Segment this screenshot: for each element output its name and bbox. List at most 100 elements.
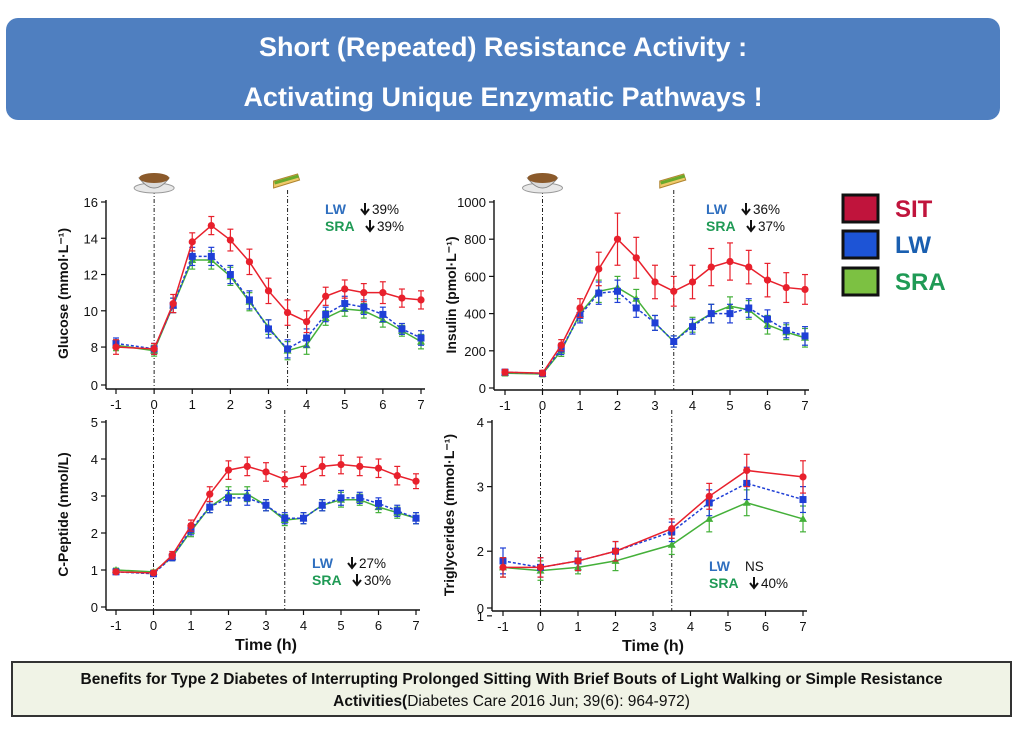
point-sit xyxy=(763,276,772,284)
sandwich-icon xyxy=(273,173,301,189)
point-sit xyxy=(595,265,603,273)
point-sit xyxy=(374,464,383,472)
point-sit xyxy=(557,341,565,349)
point-sit xyxy=(168,551,176,559)
point-sit xyxy=(187,522,195,530)
legend-swatch-lw xyxy=(841,229,880,260)
point-lw xyxy=(670,338,678,345)
point-sra xyxy=(667,540,676,548)
point-lw xyxy=(207,252,215,260)
point-sit xyxy=(322,292,330,300)
y-tick-label: 2 xyxy=(91,526,98,541)
point-sit xyxy=(782,283,790,292)
x-tick-label: 6 xyxy=(379,397,386,412)
caption-citation: Diabetes Care 2016 Jun; 39(6): 964-972) xyxy=(407,693,690,710)
series-line-sit xyxy=(115,224,422,350)
point-sit xyxy=(262,468,270,476)
point-sit xyxy=(207,221,215,230)
point-sit xyxy=(688,278,697,286)
y-tick-label: 5 xyxy=(91,415,98,430)
series-line-sit xyxy=(115,463,417,574)
x-tick-label: 2 xyxy=(614,398,621,413)
series-line-sra xyxy=(502,501,804,572)
x-tick-label: 3 xyxy=(651,398,658,413)
down-arrow-icon xyxy=(347,557,357,570)
annotation-value: 40% xyxy=(761,576,788,591)
y-tick-label: 4 xyxy=(477,415,484,430)
point-lw xyxy=(689,323,696,331)
series-line-lw xyxy=(115,255,422,350)
point-lw xyxy=(337,494,345,502)
y-tick-label: 0 xyxy=(479,381,486,396)
x-tick-label: 6 xyxy=(764,398,771,413)
title-line-2: Activating Unique Enzymatic Pathways ! xyxy=(243,82,763,112)
y-axis-label: Glucose (mmol·L⁻¹) xyxy=(55,228,71,359)
annotation-group-label: LW xyxy=(325,201,347,217)
point-sra xyxy=(742,498,751,506)
point-sit xyxy=(499,563,507,571)
point-sit xyxy=(536,563,545,571)
y-axis-label: C-Peptide (nmol/L) xyxy=(55,452,71,576)
point-sit xyxy=(224,466,233,474)
down-arrow-icon xyxy=(741,203,751,216)
point-lw xyxy=(632,304,640,312)
point-sit xyxy=(356,462,364,470)
x-tick-label: 4 xyxy=(303,397,310,412)
y-tick-label: 0 xyxy=(91,600,98,615)
point-lw xyxy=(379,310,387,318)
point-lw xyxy=(726,310,734,318)
x-tick-label: 1 xyxy=(574,619,581,634)
annotation-group-label: SRA xyxy=(312,572,342,588)
y-tick-label: 10 xyxy=(84,304,98,319)
point-lw xyxy=(745,304,753,312)
lettuce-shape xyxy=(274,174,299,185)
x-tick-label: 6 xyxy=(375,618,382,633)
point-lw xyxy=(595,289,603,297)
point-lw xyxy=(303,334,311,342)
point-lw xyxy=(356,494,364,502)
point-lw xyxy=(360,303,368,311)
point-lw xyxy=(412,514,420,522)
point-sit xyxy=(611,547,620,555)
point-sit xyxy=(243,462,251,470)
sandwich-icon xyxy=(659,173,687,189)
point-lw xyxy=(341,300,349,308)
x-tick-label: 4 xyxy=(300,618,307,633)
point-sra xyxy=(799,514,807,522)
point-lw xyxy=(799,496,807,504)
point-sit xyxy=(283,309,292,317)
point-lw xyxy=(226,271,234,279)
caption-title: Benefits for Type 2 Diabetes of Interrup… xyxy=(80,671,943,710)
point-lw xyxy=(801,332,809,340)
point-lw xyxy=(782,326,790,334)
point-lw xyxy=(417,334,425,342)
annotation-value: 30% xyxy=(364,573,391,588)
y-tick-label: 1000 xyxy=(457,195,486,210)
point-sit xyxy=(745,263,753,271)
x-tick-label: 1 xyxy=(187,618,194,633)
point-sit xyxy=(668,525,676,533)
y-tick-label: 4 xyxy=(91,452,98,467)
y-tick-label: 0 xyxy=(91,378,98,393)
title-line-1: Short (Repeated) Resistance Activity : xyxy=(258,32,748,62)
point-lw xyxy=(300,514,307,522)
y-tick-label: 1 xyxy=(91,563,98,578)
point-sit xyxy=(360,289,368,297)
point-lw xyxy=(265,325,272,333)
legend-label-sra: SRA xyxy=(895,269,946,296)
x-tick-label: 7 xyxy=(417,397,424,412)
point-sit xyxy=(341,285,349,293)
annotation-group-label: LW xyxy=(706,201,728,217)
point-sit xyxy=(501,368,509,376)
point-sit xyxy=(576,304,584,312)
point-sit xyxy=(226,236,234,244)
x-tick-label: -1 xyxy=(499,398,511,413)
point-lw xyxy=(262,501,270,509)
legend-swatch-sit xyxy=(841,193,880,224)
point-sit xyxy=(726,257,734,266)
point-lw xyxy=(398,325,406,333)
x-tick-label: 0 xyxy=(150,618,157,633)
annotation-value: 37% xyxy=(758,219,785,234)
point-lw xyxy=(322,310,330,318)
